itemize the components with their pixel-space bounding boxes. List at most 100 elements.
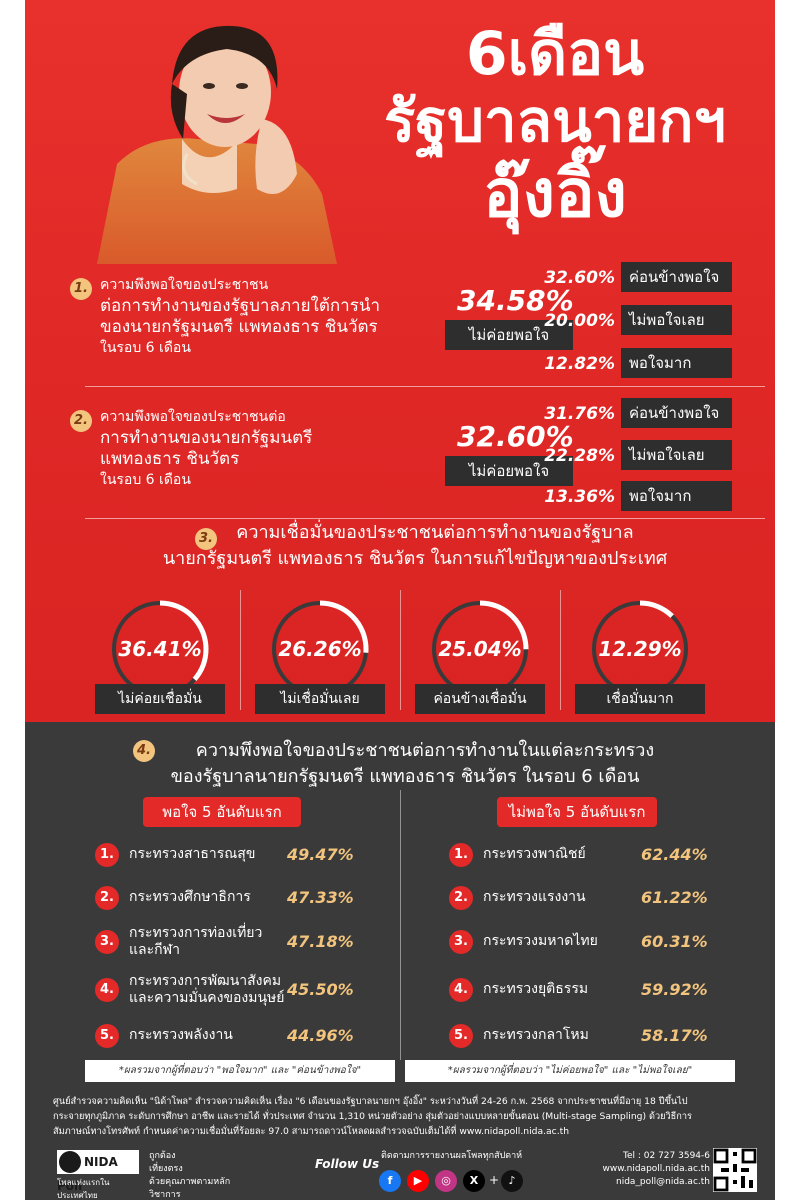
left-rank-number: 1. <box>95 843 119 867</box>
right-rank-name: กระทรวงมหาดไทย <box>483 933 598 949</box>
q1-row2-label: ไม่พอใจเลย <box>621 305 732 335</box>
right-rank-number: 4. <box>449 978 473 1002</box>
ring-percent: 26.26% <box>278 637 361 661</box>
q2-line-4: ในรอบ 6 เดือน <box>100 472 191 488</box>
q1-line-2: ต่อการทำงานของรัฐบาลภายใต้การนำ <box>100 296 381 316</box>
separator <box>560 590 561 710</box>
qr-code-icon[interactable] <box>713 1148 757 1192</box>
q2-line-2: การทำงานของนายกรัฐมนตรี <box>100 428 313 448</box>
q3-title-line-2: นายกรัฐมนตรี แพทองธาร ชินวัตร ในการแก้ไข… <box>162 548 668 569</box>
left-rank-number: 3. <box>95 930 119 954</box>
right-rank-percent: 60.31% <box>641 932 708 951</box>
title-line-2: รัฐบาลนายกฯ <box>384 87 726 155</box>
q1-row2-percent: 20.00% <box>544 311 615 331</box>
portrait-image <box>97 25 337 264</box>
q2-line-3: แพทองธาร ชินวัตร <box>100 449 240 469</box>
ring-percent: 36.41% <box>118 637 201 661</box>
left-rank-name: กระทรวงการพัฒนาสังคม และความมั่นคงของมนุษ… <box>129 973 285 1006</box>
contact-web[interactable]: www.nidapoll.nida.ac.th <box>602 1164 710 1174</box>
facebook-icon[interactable]: f <box>379 1170 401 1192</box>
q1-line-3: ของนายกรัฐมนตรี แพทองธาร ชินวัตร <box>100 317 378 337</box>
q2-main-label: ไม่ค่อยพอใจ <box>445 456 573 486</box>
q2-number: 2. <box>70 410 92 432</box>
slogan-1: ถูกต้อง <box>149 1151 176 1161</box>
title-line-1: 6เดือน <box>465 19 645 89</box>
right-note: *ผลรวมจากผู้ที่ตอบว่า "ไม่ค่อยพอใจ" และ … <box>405 1060 735 1082</box>
tiktok-icon[interactable]: ♪ <box>501 1170 523 1192</box>
right-rank-number: 1. <box>449 843 473 867</box>
right-rank-name: กระทรวงกลาโหม <box>483 1027 589 1043</box>
right-rank-name: กระทรวงพาณิชย์ <box>483 846 586 862</box>
instagram-icon[interactable]: ◎ <box>435 1170 457 1192</box>
slogan-2: เที่ยงตรง <box>149 1164 183 1174</box>
left-header-pill: พอใจ 5 อันดับแรก <box>143 797 301 827</box>
left-rank-name: กระทรวงสาธารณสุข <box>129 846 256 862</box>
q3-number: 3. <box>195 528 217 550</box>
left-rank-number: 2. <box>95 886 119 910</box>
headline: 6เดือน รัฐบาลนายกฯ อุ๊งอิ๊ง <box>355 20 755 234</box>
q1-row3-label: พอใจมาก <box>621 348 732 378</box>
left-rank-name: กระทรวงการท่องเที่ยว และกีฬา <box>129 925 263 958</box>
q4-number: 4. <box>133 740 155 762</box>
ring-fill <box>271 600 369 698</box>
divider <box>85 386 765 387</box>
x-icon[interactable]: X <box>463 1170 485 1192</box>
q2-question: ความพึงพอใจของประชาชนต่อ การทำงานของนายก… <box>100 407 440 491</box>
left-rank-number: 4. <box>95 978 119 1002</box>
right-rank-number: 5. <box>449 1024 473 1048</box>
nida-poll-logo: NIDA Poll โพลแห่งแรกในประเทศไทย <box>57 1150 139 1200</box>
left-rank-percent: 44.96% <box>287 1026 354 1045</box>
right-rank-name: กระทรวงแรงงาน <box>483 889 586 905</box>
plus-icon: + <box>489 1173 500 1187</box>
youtube-icon[interactable]: ▶ <box>407 1170 429 1192</box>
footer-methodology: ศูนย์สำรวจความคิดเห็น "นิด้าโพล" สำรวจคว… <box>53 1094 743 1139</box>
right-rank-percent: 58.17% <box>641 1026 708 1045</box>
q1-row1-percent: 32.60% <box>544 268 615 288</box>
right-rank-number: 2. <box>449 886 473 910</box>
q2-row3-percent: 13.36% <box>544 487 615 507</box>
q3-ring: 26.26% <box>271 600 369 698</box>
title-line-3: อุ๊งอิ๊ง <box>483 155 627 232</box>
contact-tel: Tel : 02 727 3594-6 <box>623 1151 710 1161</box>
left-note: *ผลรวมจากผู้ที่ตอบว่า "พอใจมาก" และ "ค่อ… <box>85 1060 395 1082</box>
q3-ring: 25.04% <box>431 600 529 698</box>
q3-label: เชื่อมั่นมาก <box>575 684 705 714</box>
q2-row2-percent: 22.28% <box>544 446 615 466</box>
left-rank-name: กระทรวงศึกษาธิการ <box>129 889 251 905</box>
q1-question: ความพึงพอใจของประชาชน ต่อการทำงานของรัฐบ… <box>100 275 460 359</box>
right-header-pill: ไม่พอใจ 5 อันดับแรก <box>497 797 657 827</box>
follow-us: Follow Us <box>315 1157 380 1171</box>
footer-line-2: กระจายทุกภูมิภาค ระดับการศึกษา อาชีพ และ… <box>53 1111 692 1122</box>
ring-fill <box>591 600 689 698</box>
q4-title: ความพึงพอใจของประชาชนต่อการทำงานในแต่ละก… <box>65 738 745 790</box>
q4-title-line-1: ความพึงพอใจของประชาชนต่อการทำงานในแต่ละก… <box>195 740 655 761</box>
left-rank-percent: 45.50% <box>287 980 354 999</box>
q1-row1-label: ค่อนข้างพอใจ <box>621 262 732 292</box>
left-rank-name: กระทรวงพลังงาน <box>129 1027 233 1043</box>
right-rank-percent: 61.22% <box>641 888 708 907</box>
q3-label: ไม่ค่อยเชื่อมั่น <box>95 684 225 714</box>
contact: Tel : 02 727 3594-6 www.nidapoll.nida.ac… <box>590 1150 710 1189</box>
right-rank-number: 3. <box>449 930 473 954</box>
q2-line-1: ความพึงพอใจของประชาชนต่อ <box>100 409 286 425</box>
logo-subtitle: โพลแห่งแรกในประเทศไทย <box>57 1178 110 1200</box>
q2-row2-label: ไม่พอใจเลย <box>621 440 732 470</box>
q2-main-percent: 32.60% <box>457 420 574 453</box>
follow-caption: ติดตามการรายงานผลโพลทุกสัปดาห์ <box>381 1151 523 1161</box>
q3-label: ค่อนข้างเชื่อมั่น <box>415 684 545 714</box>
right-rank-percent: 62.44% <box>641 845 708 864</box>
q1-row3-percent: 12.82% <box>544 354 615 374</box>
separator <box>400 590 401 710</box>
left-rank-percent: 47.33% <box>287 888 354 907</box>
infographic: 6เดือน รัฐบาลนายกฯ อุ๊งอิ๊ง 1. ความพึงพอ… <box>25 0 775 1200</box>
q2-row1-percent: 31.76% <box>544 404 615 424</box>
left-rank-number: 5. <box>95 1024 119 1048</box>
contact-email[interactable]: nida_poll@nida.ac.th <box>615 1177 710 1187</box>
ring-percent: 12.29% <box>598 637 681 661</box>
right-rank-percent: 59.92% <box>641 980 708 999</box>
slogan-3: ด้วยคุณภาพตามหลักวิชาการ <box>149 1177 231 1200</box>
q1-main-label: ไม่ค่อยพอใจ <box>445 320 573 350</box>
q1-main-percent: 34.58% <box>457 284 574 317</box>
right-rank-name: กระทรวงยุติธรรม <box>483 981 589 997</box>
left-rank-percent: 49.47% <box>287 845 354 864</box>
